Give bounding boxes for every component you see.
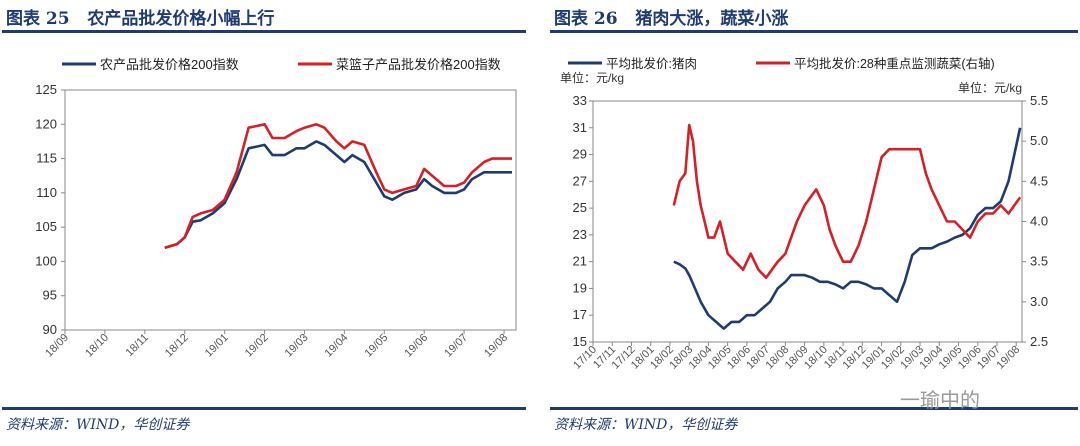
line-chart-right: 15 17 19 21 23 25 27 29 31 33 2.5 3.0 3.5 4.0 4.5 5.0 5.… [560,56,1048,372]
y-right-tick-label: 5.0 [1030,133,1048,148]
y-left-tick-label: 33 [573,93,587,108]
watermark-text: 一瑜中的 [900,388,980,412]
unit-label-left: 单位：元/kg [560,70,624,85]
y-tick-label: 125 [35,82,57,97]
y-right-tick-label: 3.0 [1030,294,1048,309]
y-right-tick-label: 3.5 [1030,254,1048,269]
y-right-tick-label: 2.5 [1030,334,1048,349]
y-left-tick-label: 15 [573,334,587,349]
title-rule [2,30,526,33]
y-left-tick-label: 29 [573,147,587,162]
series-line-2 [164,123,512,249]
y-left-tick-label: 19 [573,280,587,295]
figure-title-left: 图表 25 农产品批发价格小幅上行 [6,4,274,29]
x-tick-label: 19/07 [442,332,470,360]
chart-panel-right: 图表 26 猪肉大涨，蔬菜小涨 15 17 19 21 23 25 27 29 31 33 2.5 3… [548,0,1080,446]
y-tick-label: 120 [35,116,57,131]
source-rule [550,407,1078,410]
legend-label: 菜篮子产品批发价格200指数 [336,57,501,72]
y-tick-label: 110 [36,185,57,200]
y-left-tick-label: 23 [573,227,587,242]
x-tick-label: 18/12 [163,332,191,360]
figure-label: 图表 25 [6,9,70,29]
x-tick-label: 19/02 [243,332,271,360]
x-tick-label: 19/01 [203,332,231,360]
series-line-1 [164,140,512,249]
figure-caption: 农产品批发价格小幅上行 [87,9,275,29]
x-tick-label: 19/04 [323,332,351,360]
y-left-tick-label: 25 [573,200,587,215]
x-tick-label: 19/06 [402,332,430,360]
x-tick-label: 18/10 [83,332,111,360]
y-right-tick-label: 4.5 [1030,173,1048,188]
source-note-left: 资料来源：WIND，华创证券 [6,417,190,433]
y-right-tick-label: 4.0 [1030,214,1048,229]
source-rule [2,407,526,410]
y-left-tick-label: 27 [573,173,587,188]
y-left-tick-label: 31 [573,120,587,135]
series-line-2 [672,123,1022,280]
y-tick-label: 95 [43,288,57,303]
figure-title-right: 图表 26 猪肉大涨，蔬菜小涨 [554,4,788,29]
plot-frame [592,100,1023,343]
figure-caption: 猪肉大涨，蔬菜小涨 [635,9,789,29]
x-tick-label: 19/08 [482,332,510,360]
series-line-1 [673,127,1022,330]
legend-label: 平均批发价:28种重点监测蔬菜(右轴) [794,56,995,71]
y-tick-label: 100 [35,253,57,268]
y-left-tick-label: 17 [573,307,587,322]
y-tick-label: 105 [35,219,57,234]
figure-label: 图表 26 [554,9,618,29]
title-rule [550,30,1078,33]
y-tick-label: 115 [36,151,57,166]
source-note-right: 资料来源：WIND，华创证券 [554,417,738,433]
unit-label-right: 单位：元/kg [958,80,1022,95]
x-tick-label: 18/11 [124,332,151,359]
y-right-tick-label: 5.5 [1030,93,1048,108]
legend-label: 农产品批发价格200指数 [100,57,239,72]
y-left-tick-label: 21 [573,254,587,269]
plot-frame [64,89,517,331]
legend-label: 平均批发价:猪肉 [606,56,697,71]
x-tick-label: 19/05 [362,332,390,360]
y-tick-label: 90 [43,322,57,337]
x-tick-label: 19/03 [283,332,311,360]
chart-panel-left: 图表 25 农产品批发价格小幅上行 90 95 100 105 110 115 120 125… [0,0,528,446]
